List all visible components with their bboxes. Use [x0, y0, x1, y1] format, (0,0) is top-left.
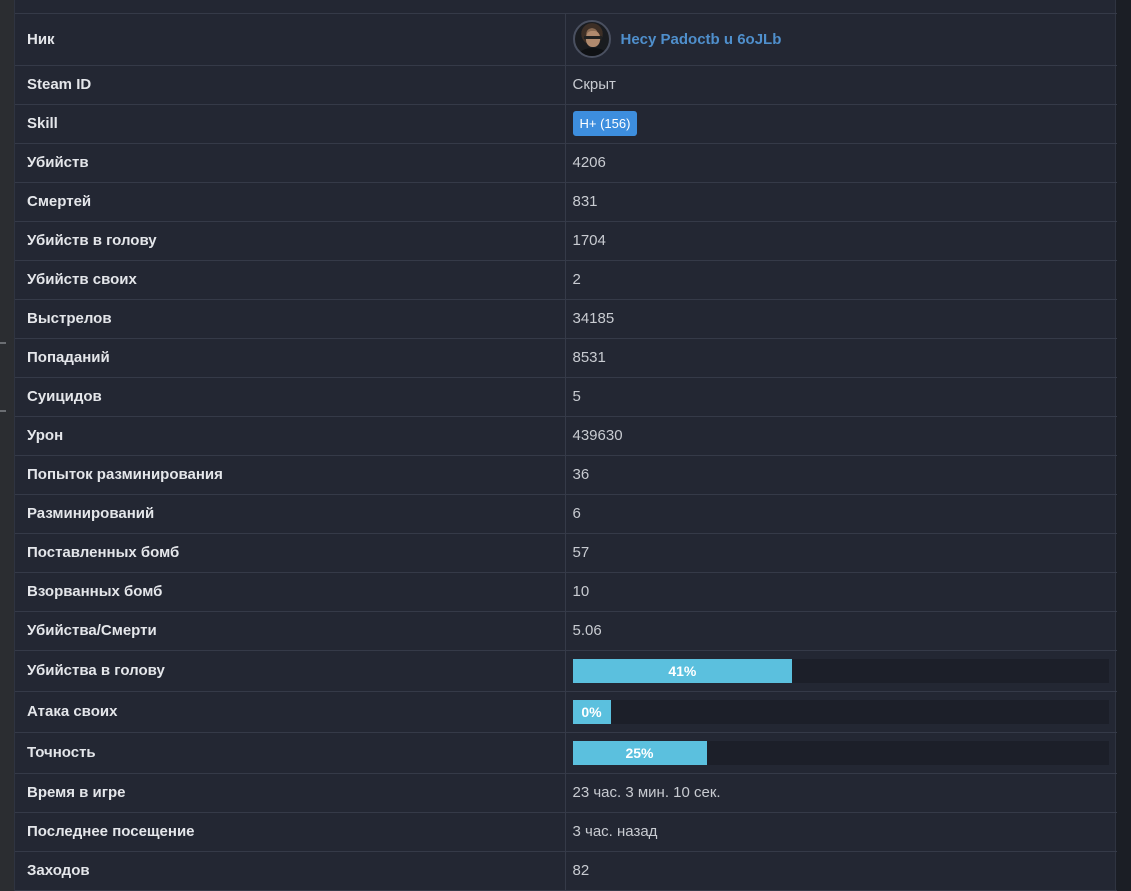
stat-value: 439630 [565, 416, 1117, 456]
stat-value: 57 [565, 533, 1117, 573]
stat-row-nick: Ник Hecy Padoctb u 6oJLb [15, 13, 1117, 66]
stat-row-teamkills: Убийств своих 2 [15, 260, 1117, 300]
stat-value-cell: 25% [565, 732, 1117, 774]
stat-row-playtime: Время в игре 23 час. 3 мин. 10 сек. [15, 773, 1117, 813]
stat-label: Попыток разминирования [15, 455, 566, 495]
stat-value: 36 [565, 455, 1117, 495]
edge-mark [0, 342, 6, 344]
stat-value: 10 [565, 572, 1117, 612]
stat-row-headshots: Убийств в голову 1704 [15, 221, 1117, 261]
stat-row-suicides: Суицидов 5 [15, 377, 1117, 417]
stat-label: Взорванных бомб [15, 572, 566, 612]
stat-label: Смертей [15, 182, 566, 222]
stat-label: Убийства/Смерти [15, 611, 566, 651]
stat-row-kd: Убийства/Смерти 5.06 [15, 611, 1117, 651]
edge-mark [0, 410, 6, 412]
stat-value: 5 [565, 377, 1117, 417]
stat-row-visits: Заходов 82 [15, 851, 1117, 891]
progress-bar-fill: 41% [572, 658, 793, 683]
stat-label: Урон [15, 416, 566, 456]
stat-label: Убийств [15, 143, 566, 183]
stat-value: 5.06 [565, 611, 1117, 651]
stat-row-hs_ratio: Убийства в голову 41% [15, 650, 1117, 692]
player-nick-link[interactable]: Hecy Padoctb u 6oJLb [620, 30, 782, 48]
progress-bar: 0% [572, 699, 1109, 724]
stat-label: Суицидов [15, 377, 566, 417]
stat-value: 1704 [565, 221, 1117, 261]
progress-bar: 25% [572, 740, 1109, 765]
stat-label: Steam ID [15, 65, 566, 105]
progress-bar-fill: 25% [572, 740, 707, 765]
stat-label: Последнее посещение [15, 812, 566, 852]
stat-label: Поставленных бомб [15, 533, 566, 573]
player-stats-panel: Ник Hecy Padoctb u 6oJLb Steam ID Скрыт Skil… [14, 0, 1117, 891]
player-stats-table: Ник Hecy Padoctb u 6oJLb Steam ID Скрыт Skil… [15, 0, 1117, 891]
stat-value-cell: Hecy Padoctb u 6oJLb [565, 13, 1117, 66]
stat-label: Убийства в голову [15, 650, 566, 692]
stat-row-defuses: Разминирований 6 [15, 494, 1117, 534]
avatar-body [578, 48, 607, 56]
avatar-glasses [583, 36, 602, 39]
skill-badge: H+ (156) [572, 111, 638, 136]
stat-row-kills: Убийств 4206 [15, 143, 1117, 183]
stat-row-accuracy: Точность 25% [15, 732, 1117, 774]
stat-value: 34185 [565, 299, 1117, 339]
stat-value: 82 [565, 851, 1117, 891]
stat-value-cell: H+ (156) [565, 104, 1117, 144]
stat-label: Время в игре [15, 773, 566, 813]
stat-label: Разминирований [15, 494, 566, 534]
stat-row-bombs_exploded: Взорванных бомб 10 [15, 572, 1117, 612]
stat-row-damage: Урон 439630 [15, 416, 1117, 456]
stat-label: Атака своих [15, 691, 566, 733]
stat-value: Скрыт [565, 65, 1117, 105]
stat-label: Убийств в голову [15, 221, 566, 261]
stat-label: Ник [15, 13, 566, 66]
nick-wrap: Hecy Padoctb u 6oJLb [572, 20, 1110, 58]
stat-value-cell: 0% [565, 691, 1117, 733]
stat-label: Попаданий [15, 338, 566, 378]
stat-row-defuse_attempts: Попыток разминирования 36 [15, 455, 1117, 495]
progress-bar: 41% [572, 658, 1109, 683]
stat-value: 6 [565, 494, 1117, 534]
table-top-stub [15, 0, 1117, 14]
stat-label: Skill [15, 104, 566, 144]
stat-label: Выстрелов [15, 299, 566, 339]
stat-value: 4206 [565, 143, 1117, 183]
stat-value: 2 [565, 260, 1117, 300]
left-edge [0, 0, 14, 891]
stat-value: 8531 [565, 338, 1117, 378]
stat-label: Точность [15, 732, 566, 774]
stat-label: Заходов [15, 851, 566, 891]
avatar[interactable] [572, 20, 611, 58]
stat-row-skill: Skill H+ (156) [15, 104, 1117, 144]
stat-row-last_visit: Последнее посещение 3 час. назад [15, 812, 1117, 852]
stat-value: 831 [565, 182, 1117, 222]
stat-row-shots: Выстрелов 34185 [15, 299, 1117, 339]
stat-value-cell: 41% [565, 650, 1117, 692]
stat-row-steam_id: Steam ID Скрыт [15, 65, 1117, 105]
progress-bar-fill: 0% [572, 699, 611, 724]
right-edge [1116, 0, 1131, 891]
stat-value: 3 час. назад [565, 812, 1117, 852]
stat-value: 23 час. 3 мин. 10 сек. [565, 773, 1117, 813]
avatar-face [585, 31, 600, 47]
stat-row-tk_ratio: Атака своих 0% [15, 691, 1117, 733]
stat-label: Убийств своих [15, 260, 566, 300]
stat-row-hits: Попаданий 8531 [15, 338, 1117, 378]
stat-row-bombs_planted: Поставленных бомб 57 [15, 533, 1117, 573]
stat-row-deaths: Смертей 831 [15, 182, 1117, 222]
